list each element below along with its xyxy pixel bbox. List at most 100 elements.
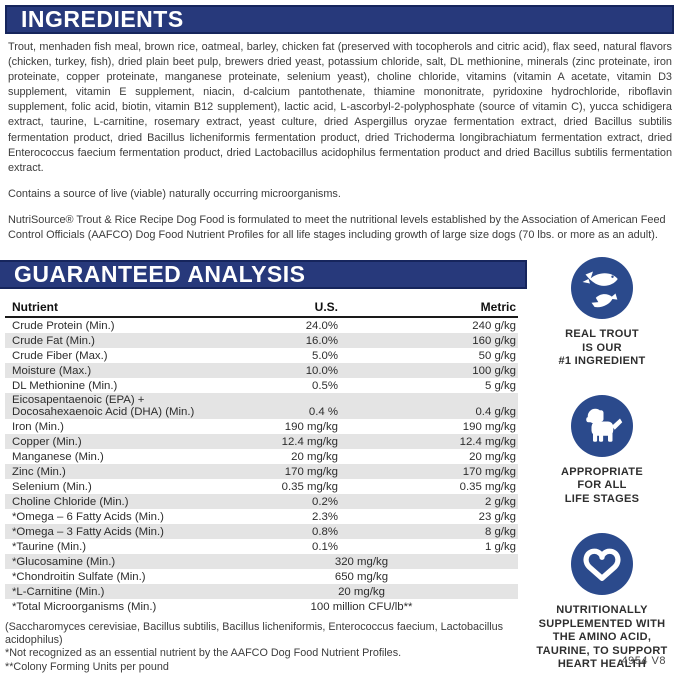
nutrient-us-value: 0.2% [312,496,338,508]
nutrient-us-value: 12.4 mg/kg [281,436,338,448]
nutrient-us-value: 0.1% [312,541,338,553]
footnote-microorganism-species: (Saccharomyces cerevisiae, Bacillus subt… [5,621,504,647]
table-header-row: Nutrient U.S. Metric [5,300,518,318]
guaranteed-analysis-section: GUARANTEED ANALYSIS Nutrient U.S. Metric… [0,260,527,674]
table-row: DL Methionine (Min.) 0.5% 5 g/kg [5,378,518,393]
ga-table-body: Crude Protein (Min.) 24.0% 240 g/kg Crude F… [5,318,518,614]
guaranteed-analysis-table: Nutrient U.S. Metric Crude Protein (Min.… [5,300,518,614]
guaranteed-analysis-title: GUARANTEED ANALYSIS [14,261,306,287]
nutrient-us-value: 20 mg/kg [291,451,338,463]
table-row: *Taurine (Min.) 0.1% 1 g/kg [5,539,518,554]
table-row: Zinc (Min.) 170 mg/kg 170 mg/kg [5,464,518,479]
table-row: *Omega – 6 Fatty Acids (Min.) 2.3% 23 g/kg [5,509,518,524]
nutrient-metric-value: 170 mg/kg [462,466,516,478]
nutrient-name: Selenium (Min.) [12,481,92,493]
nutrient-us-value: 2.3% [312,511,338,523]
guaranteed-analysis-header: GUARANTEED ANALYSIS [0,260,527,289]
nutrient-name: Copper (Min.) [12,436,82,448]
table-row: Crude Protein (Min.) 24.0% 240 g/kg [5,318,518,333]
ingredients-title: INGREDIENTS [21,6,184,32]
table-row: *Glucosamine (Min.) 320 mg/kg [5,554,518,569]
nutrient-us-value: 190 mg/kg [284,421,338,433]
nutrient-metric-value: 20 mg/kg [469,451,516,463]
nutrient-metric-value: 50 g/kg [478,350,516,362]
ingredients-paragraph: Trout, menhaden fish meal, brown rice, o… [8,41,672,174]
nutrient-metric-value: 5 g/kg [484,380,516,392]
nutrient-us-value: 10.0% [305,365,338,377]
table-row: Selenium (Min.) 0.35 mg/kg 0.35 mg/kg [5,479,518,494]
nutrient-name: Choline Chloride (Min.) [12,496,129,508]
nutrient-name: *Chondroitin Sulfate (Min.) [12,571,146,583]
nutrient-value: 650 mg/kg [334,571,389,583]
badge-life-stages: APPROPRIATE FOR ALL LIFE STAGES [534,394,670,507]
table-row: *L-Carnitine (Min.) 20 mg/kg [5,584,518,599]
nutrient-us-value: 0.35 mg/kg [281,481,338,493]
nutrient-value: 320 mg/kg [334,556,389,568]
nutrient-name: Crude Protein (Min.) [12,320,115,332]
nutrient-metric-value: 100 g/kg [472,365,516,377]
product-code: 4954 V8 [621,655,666,667]
nutrient-us-value: 5.0% [312,350,338,362]
ingredients-section-header: INGREDIENTS [5,5,674,34]
table-row: Moisture (Max.) 10.0% 100 g/kg [5,363,518,378]
table-row: *Omega – 3 Fatty Acids (Min.) 0.8% 8 g/kg [5,524,518,539]
nutrient-name: Manganese (Min.) [12,451,104,463]
ingredients-body: Trout, menhaden fish meal, brown rice, o… [8,40,672,254]
trout-icon [571,257,633,319]
badge-life-stages-label: APPROPRIATE FOR ALL LIFE STAGES [561,465,643,505]
nutrient-value: 20 mg/kg [338,586,385,598]
nutrient-metric-value: 190 mg/kg [462,421,516,433]
badge-heart-health-label: NUTRITIONALLY SUPPLEMENTED WITH THE AMIN… [536,604,668,670]
nutrient-name: *Taurine (Min.) [12,541,87,553]
nutrient-metric-value: 0.35 mg/kg [459,481,516,493]
nutrient-us-value: 170 mg/kg [284,466,338,478]
table-row: *Chondroitin Sulfate (Min.) 650 mg/kg [5,569,518,584]
column-header-metric: Metric [480,300,516,314]
column-header-nutrient: Nutrient [12,300,58,314]
microorganisms-note: Contains a source of live (viable) natur… [8,187,341,200]
nutrient-metric-value: 1 g/kg [484,541,516,553]
nutrient-name: DL Methionine (Min.) [12,380,118,392]
nutrient-metric-value: 160 g/kg [472,335,516,347]
nutrient-name: Crude Fat (Min.) [12,335,95,347]
badge-real-trout: REAL TROUT IS OUR #1 INGREDIENT [534,257,670,369]
nutrient-metric-value: 2 g/kg [484,496,516,508]
footnotes: (Saccharomyces cerevisiae, Bacillus subt… [5,621,525,674]
nutrient-us-value: 0.8% [312,526,338,538]
table-row: Crude Fiber (Max.) 5.0% 50 g/kg [5,348,518,363]
nutrient-name: Crude Fiber (Max.) [12,350,108,362]
nutrient-name: Eicosapentaenoic (EPA) + Docosahexaenoic… [12,394,195,418]
table-row: Manganese (Min.) 20 mg/kg 20 mg/kg [5,449,518,464]
nutrient-us-value: 24.0% [305,320,338,332]
table-row: Eicosapentaenoic (EPA) + Docosahexaenoic… [5,393,518,419]
nutrient-name: Zinc (Min.) [12,466,66,478]
formulation-statement: NutriSource® Trout & Rice Recipe Dog Foo… [8,213,666,242]
nutrient-name: Moisture (Max.) [12,365,92,377]
table-row: Choline Chloride (Min.) 0.2% 2 g/kg [5,494,518,509]
footnote-cfu: **Colony Forming Units per pound [5,660,169,673]
heart-icon [571,533,633,595]
nutrient-name: *Omega – 6 Fatty Acids (Min.) [12,511,164,523]
table-row: Copper (Min.) 12.4 mg/kg 12.4 mg/kg [5,434,518,449]
dog-icon [571,394,633,457]
table-row: *Total Microorganisms (Min.) 100 million … [5,599,518,614]
nutrient-name: *L-Carnitine (Min.) [12,586,105,598]
nutrient-metric-value: 8 g/kg [484,526,516,538]
table-row: Crude Fat (Min.) 16.0% 160 g/kg [5,333,518,348]
nutrient-name: Iron (Min.) [12,421,64,433]
nutrient-metric-value: 12.4 mg/kg [459,436,516,448]
table-row: Iron (Min.) 190 mg/kg 190 mg/kg [5,419,518,434]
nutrient-us-value: 0.5% [312,380,338,392]
nutrient-metric-value: 240 g/kg [472,320,516,332]
nutrient-us-value: 0.4 % [308,406,338,418]
nutrient-value: 100 million CFU/lb** [310,601,413,613]
nutrient-metric-value: 0.4 g/kg [475,406,516,418]
nutrient-us-value: 16.0% [305,335,338,347]
badge-heart-health: NUTRITIONALLY SUPPLEMENTED WITH THE AMIN… [534,533,670,672]
badge-real-trout-label: REAL TROUT IS OUR #1 INGREDIENT [558,328,646,367]
column-header-us: U.S. [314,300,338,314]
badge-column: REAL TROUT IS OUR #1 INGREDIENT APPROPRI… [534,255,670,672]
nutrient-name: *Glucosamine (Min.) [12,556,116,568]
footnote-not-recognized: *Not recognized as an essential nutrient… [5,647,402,660]
nutrient-metric-value: 23 g/kg [478,511,516,523]
